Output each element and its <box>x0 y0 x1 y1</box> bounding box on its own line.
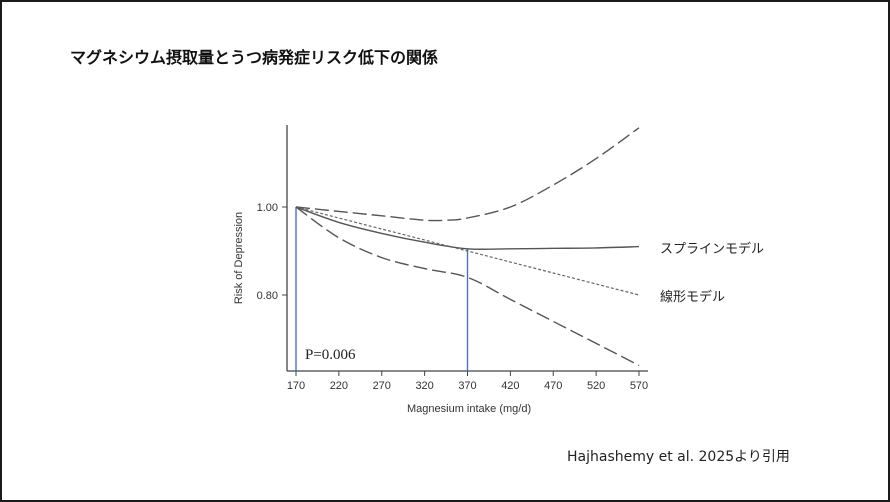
series-lines <box>295 127 640 367</box>
y-axis-label: Risk of Depression <box>233 212 245 304</box>
series-line-solid <box>295 206 640 251</box>
series-line-long-dash <box>295 127 640 222</box>
reference-lines <box>295 207 469 371</box>
x-tick-label: 520 <box>587 380 605 392</box>
x-tick-label: 420 <box>501 380 519 392</box>
x-tick-label: 270 <box>373 380 391 392</box>
citation: Hajhashemy et al. 2025より引用 <box>567 449 790 465</box>
x-tick-label: 320 <box>415 380 433 392</box>
slide-title: マグネシウム摂取量とうつ病発症リスク低下の関係 <box>70 48 439 67</box>
series-line-dotted <box>295 206 640 296</box>
y-tick-label: 0.80 <box>257 290 278 302</box>
x-tick-label: 570 <box>630 380 648 392</box>
legend-linear-label: 線形モデル <box>660 289 725 305</box>
x-tick-label: 370 <box>458 380 476 392</box>
x-tick-label: 470 <box>544 380 562 392</box>
series-line-long-dash <box>295 206 640 367</box>
p-value-annotation: P=0.006 <box>305 347 356 363</box>
y-ticks: 0.80 1.00 <box>257 202 287 302</box>
x-ticks: 170 220 270 320 370 420 470 520 570 <box>287 371 648 392</box>
legend-spline-label: スプラインモデル <box>660 241 764 257</box>
x-axis-label: Magnesium intake (mg/d) <box>407 403 531 415</box>
x-tick-label: 220 <box>330 380 348 392</box>
y-tick-label: 1.00 <box>257 202 278 214</box>
x-tick-label: 170 <box>287 380 305 392</box>
